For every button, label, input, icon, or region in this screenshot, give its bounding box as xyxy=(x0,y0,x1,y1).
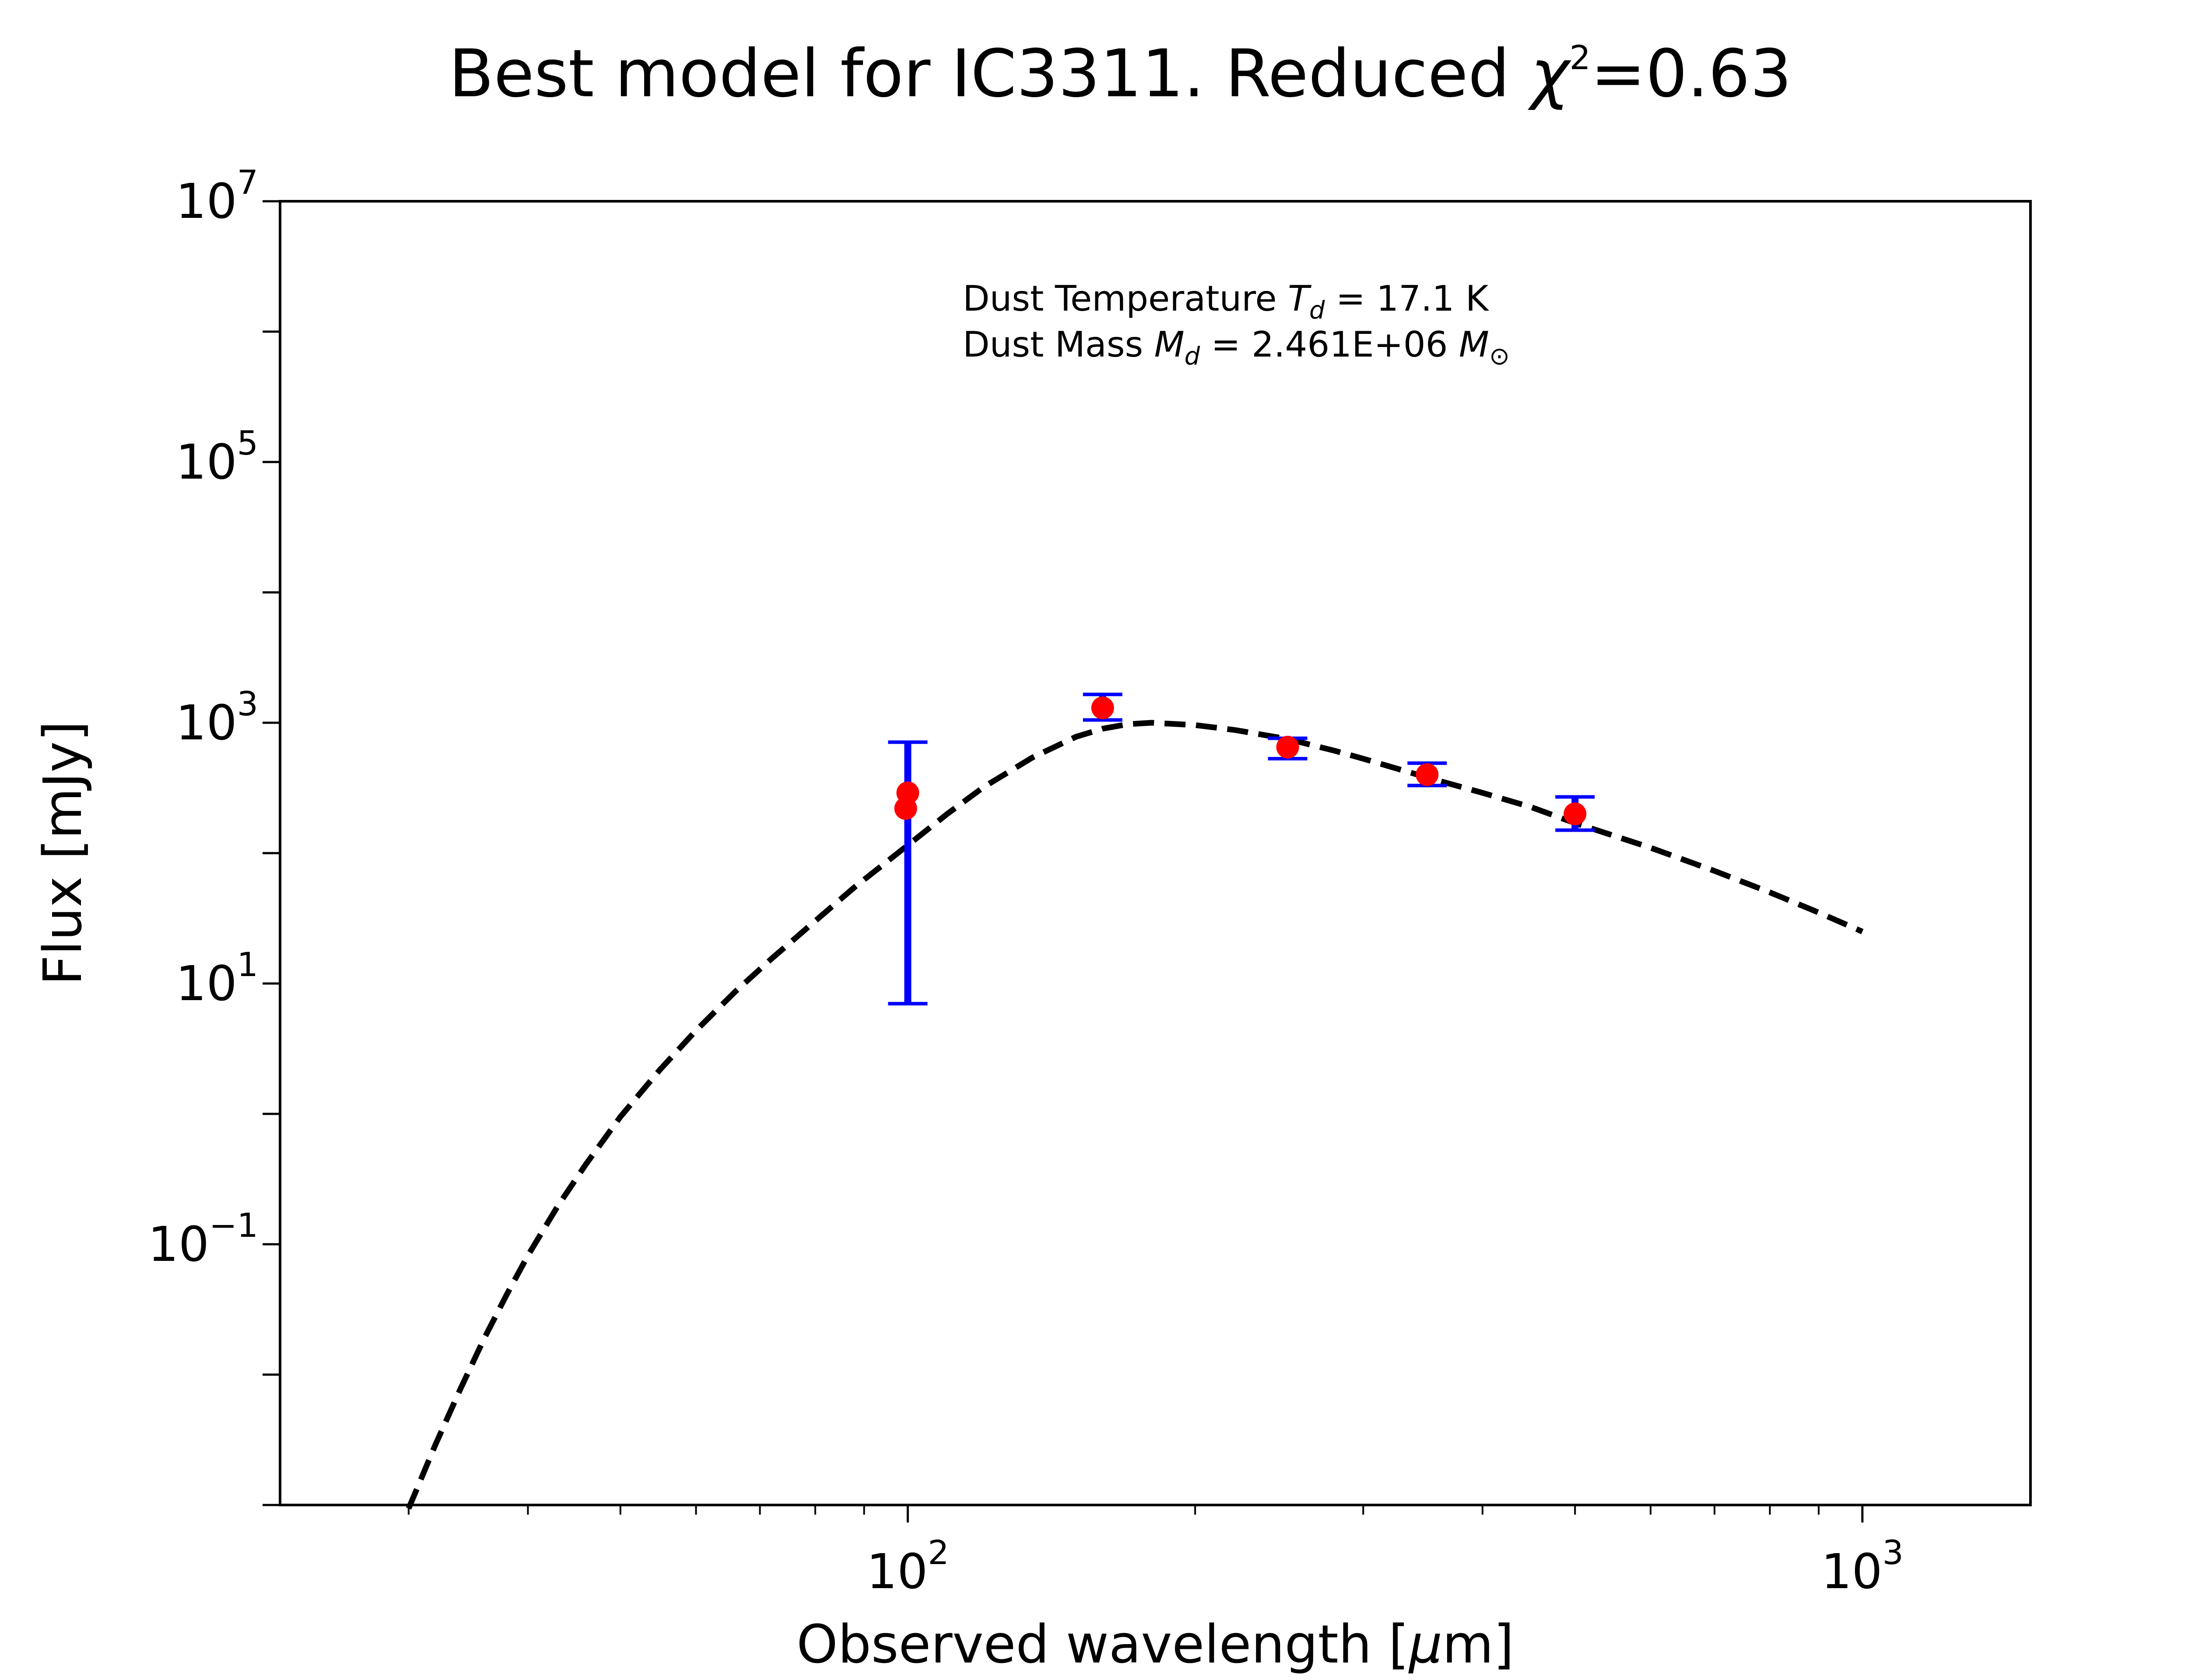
x-tick-label: 102 xyxy=(866,1533,949,1600)
data-point xyxy=(1564,802,1587,826)
y-tick-label: 107 xyxy=(176,163,258,229)
x-tick-label: 103 xyxy=(1821,1533,1904,1600)
chart-title: Best model for IC3311. Reduced χ2=0.63 xyxy=(449,36,1792,112)
data-points-layer xyxy=(894,696,1587,826)
data-point xyxy=(1091,696,1114,720)
data-point xyxy=(894,797,917,820)
y-tick-label: 105 xyxy=(176,424,258,490)
data-point xyxy=(1416,763,1439,786)
model-curve xyxy=(406,720,1864,1510)
x-major-ticks: 102 103 xyxy=(866,1505,1904,1600)
y-tick-label: 101 xyxy=(176,945,258,1012)
x-minor-ticks xyxy=(407,1505,1820,1515)
x-axis-label: Observed wavelength [μm] xyxy=(796,1614,1514,1675)
model-layer xyxy=(406,720,1864,1510)
y-tick-label: 103 xyxy=(176,684,258,751)
dust-temperature-annotation: Dust Temperature Td = 17.1 K xyxy=(963,278,1490,325)
y-axis-label: Flux [mJy] xyxy=(33,721,94,986)
dust-mass-annotation: Dust Mass Md = 2.461E+06 M⊙ xyxy=(963,324,1510,371)
y-major-ticks: 107 105 103 101 10−1 xyxy=(148,163,280,1506)
y-tick-label: 10−1 xyxy=(148,1206,258,1272)
data-point xyxy=(1276,735,1299,759)
